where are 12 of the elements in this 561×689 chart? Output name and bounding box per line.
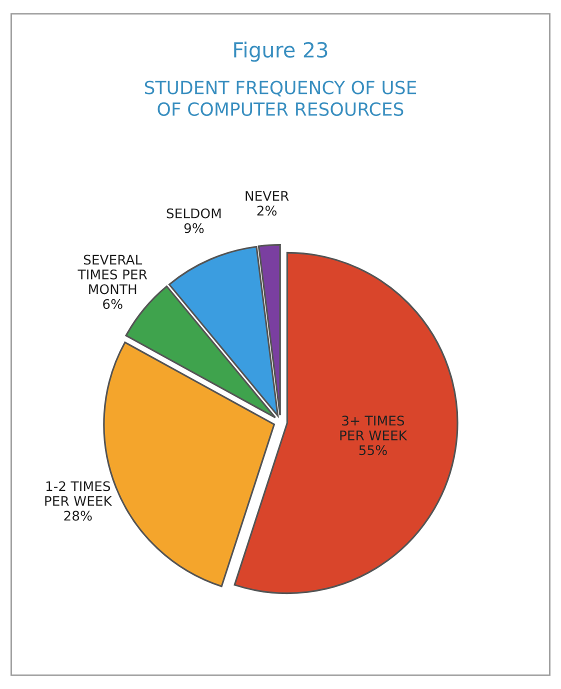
chart-subtitle: STUDENT FREQUENCY OF USE OF COMPUTER RESOURCES <box>144 80 416 116</box>
data-label: 55% <box>359 445 387 456</box>
slice-label: 3+ TIMES PER WEEK <box>340 416 408 440</box>
slice-label: SEVERAL TIMES PER MONTH <box>78 254 148 294</box>
slice-label: NEVER <box>246 191 289 201</box>
data-label: 2% <box>257 206 277 216</box>
chart-title: Figure 23 <box>234 42 328 62</box>
data-label: 9% <box>184 223 204 234</box>
data-label: 28% <box>64 510 92 521</box>
data-label: 6% <box>103 299 122 310</box>
slice-label: SELDOM <box>166 208 221 218</box>
slice-label: 1-2 TIMES PER WEEK <box>45 481 112 506</box>
